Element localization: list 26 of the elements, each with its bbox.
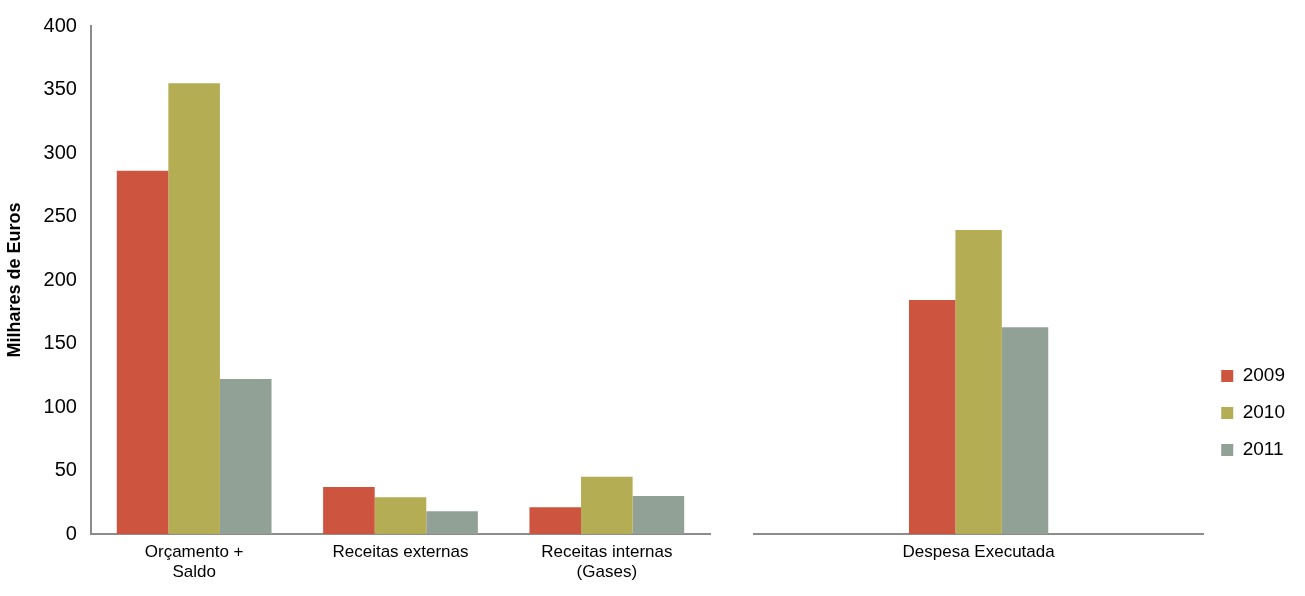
bar	[116, 170, 169, 534]
legend-label: 2011	[1242, 438, 1284, 460]
y-tick-label: 50	[54, 458, 77, 481]
y-tick-label: 200	[43, 267, 77, 290]
x-tick-label: Despesa Executada	[902, 541, 1056, 561]
x-tick-label: Orçamento + Saldo	[144, 541, 244, 582]
bar	[168, 83, 220, 534]
bar	[529, 507, 582, 534]
legend-label: 2010	[1242, 401, 1286, 423]
x-tick-label: Receitas externas	[332, 541, 469, 561]
y-tick-label: 300	[43, 140, 77, 163]
y-tick-label: 350	[43, 77, 77, 100]
bar	[581, 476, 633, 534]
y-tick-label: 0	[65, 521, 77, 544]
y-tick-label: 150	[43, 331, 77, 354]
y-axis-title: Milhares de Euros	[3, 202, 24, 358]
bar	[632, 495, 685, 534]
bar	[374, 497, 427, 534]
y-tick-label: 100	[43, 394, 77, 417]
y-tick-label: 250	[43, 204, 77, 227]
bar	[323, 487, 375, 534]
legend-label: 2009	[1242, 364, 1286, 386]
bar	[219, 379, 272, 534]
x-tick-label: Receitas internas (Gases)	[541, 541, 673, 582]
bar	[426, 511, 478, 534]
y-tick-label: 400	[43, 13, 77, 36]
